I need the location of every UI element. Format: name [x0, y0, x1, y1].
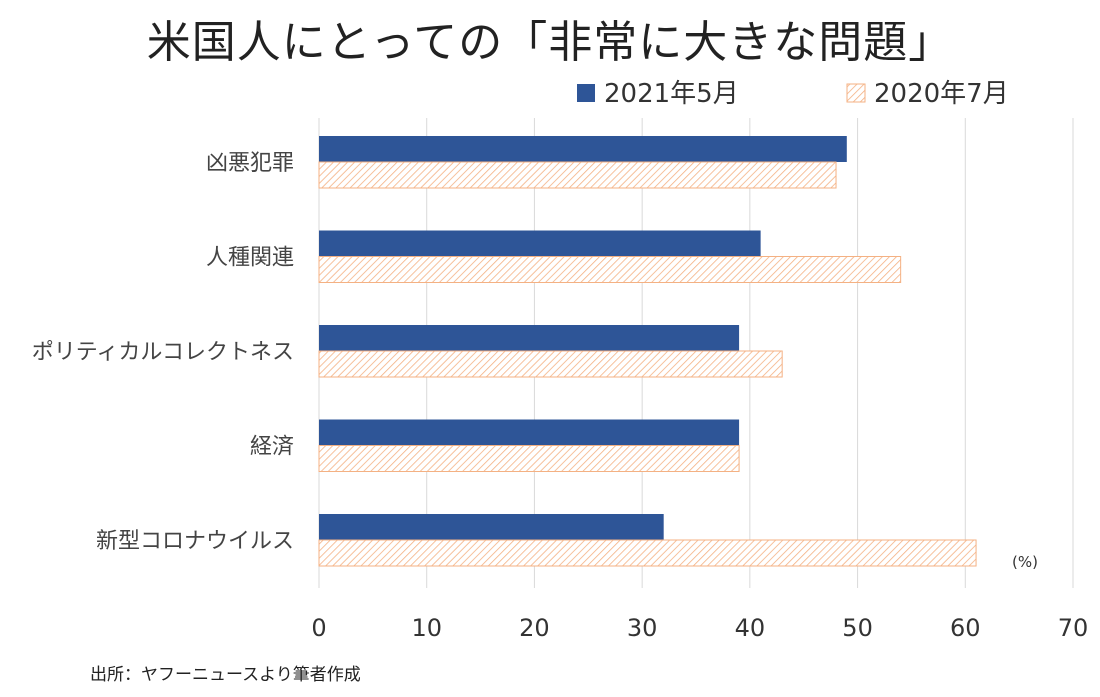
- legend: 2021年5月 2020年7月: [577, 79, 1009, 109]
- bar-series1: [319, 230, 761, 257]
- bar-series2: [318, 445, 740, 472]
- category-label: 新型コロナウイルス: [96, 529, 294, 554]
- x-tick-label: 20: [519, 614, 550, 642]
- legend-label: 2020年7月: [874, 79, 1009, 109]
- bar-series2: [318, 539, 977, 567]
- legend-label: 2021年5月: [604, 79, 739, 109]
- bar-series2: [318, 256, 902, 283]
- bar-series1: [319, 419, 740, 446]
- x-tick-label: 0: [311, 614, 326, 642]
- bar-series2: [318, 161, 837, 189]
- bar-series1: [319, 136, 847, 162]
- x-tick-label: 50: [842, 614, 873, 642]
- legend-swatch: [577, 84, 595, 102]
- bar-series1: [319, 325, 740, 351]
- category-label: ポリティカルコレクトネス: [32, 340, 294, 365]
- category-label: 経済: [250, 435, 294, 460]
- bar-series2: [318, 350, 783, 378]
- x-tick-label: 40: [735, 614, 766, 642]
- x-axis-ticks: 0 10 20 30 40 50 60 70: [311, 614, 1088, 642]
- x-tick-label: 10: [411, 614, 442, 642]
- x-tick-label: 30: [627, 614, 658, 642]
- category-label: 凶悪犯罪: [206, 151, 294, 176]
- chart-title: 米国人にとっての「非常に大きな問題」: [146, 17, 954, 68]
- x-tick-label: 60: [950, 614, 981, 642]
- bar-series1: [319, 514, 664, 540]
- category-label: 人種関連: [206, 246, 294, 271]
- bars: [318, 136, 977, 567]
- source-note: 出所：ヤフーニュースより筆者作成: [90, 665, 361, 685]
- x-tick-label: 70: [1058, 614, 1089, 642]
- legend-swatch: [846, 83, 866, 103]
- unit-label: (%): [1012, 553, 1038, 571]
